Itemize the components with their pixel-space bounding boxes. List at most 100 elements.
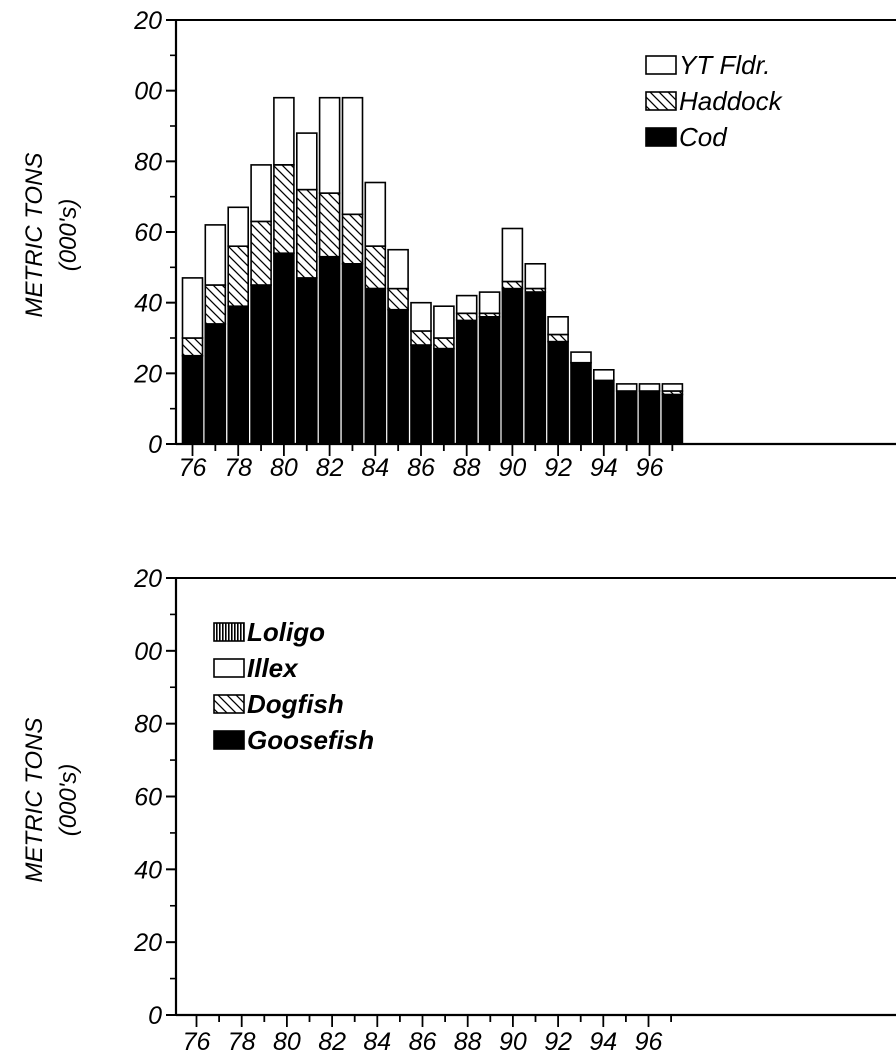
chart-2-y-tick-label: 0 <box>148 1002 162 1030</box>
chart-1-y-tick-label: 20 <box>133 360 162 388</box>
chart-1-bar-cod-81 <box>295 277 318 445</box>
chart-2-x-tick-label: 84 <box>363 1028 391 1056</box>
chart-1-bar-haddock-82 <box>318 192 341 258</box>
chart-1-bar-haddock-92 <box>547 333 569 343</box>
chart-2-y-tick-label: 40 <box>134 856 162 884</box>
chart-1-bar-cod-76 <box>181 354 204 445</box>
chart-1-x-tick-label: 84 <box>361 454 389 482</box>
chart-2-legend-label-dogfish: Dogfish <box>247 689 344 719</box>
chart-1-bar-yt-fldr-77 <box>204 224 227 286</box>
chart-1-bar-haddock-85 <box>387 287 409 311</box>
chart-1-x-tick-label: 76 <box>179 454 207 482</box>
chart-1-bar-yt-fldr-91 <box>524 262 547 290</box>
chart-1-bar-cod-79 <box>250 284 272 445</box>
chart-1-bar-yt-fldr-93 <box>570 351 592 364</box>
chart-1-bar-yt-fldr-88 <box>455 294 478 315</box>
chart-2-ylabel: METRIC TONS (000's) <box>21 718 82 883</box>
chart-1-bar-yt-fldr-90 <box>501 227 524 283</box>
chart-2-x-tick-label: 76 <box>183 1028 211 1056</box>
chart-1-bar-haddock-88 <box>455 312 478 322</box>
chart-2-legend: Loligo Illex Dogfish Goosefish <box>213 617 374 755</box>
chart-2-ylabel-line1: METRIC TONS <box>21 718 48 883</box>
chart-1-bar-haddock-90 <box>501 280 524 290</box>
chart-2-y-tick-label: 20 <box>133 929 162 957</box>
chart-2-y-tick-label: 60 <box>134 784 162 812</box>
chart-1-legend-label-haddock: Haddock <box>679 86 784 116</box>
chart-1-bar-yt-fldr-85 <box>387 248 409 290</box>
chart-1-bar-haddock-83 <box>341 213 364 265</box>
chart-1: METRIC TONS (000's) 0 20 40 60 80 00 20 76 78 80 8… <box>21 7 896 482</box>
chart-1-bar-haddock-79 <box>250 220 272 286</box>
chart-1-bar-yt-fldr-83 <box>341 96 364 216</box>
chart-1-legend-label-cod: Cod <box>679 122 728 152</box>
chart-1-bar-haddock-84 <box>364 245 387 290</box>
chart-1-bar-cod-88 <box>455 319 478 445</box>
chart-1-y-tick-label: 20 <box>133 7 162 35</box>
chart-2-x-tick-label: 86 <box>409 1028 437 1056</box>
chart-1-legend-swatch-cod <box>645 127 677 147</box>
chart-1-bar-cod-94 <box>592 379 615 445</box>
chart-1-ylabel-line1: METRIC TONS <box>21 153 48 318</box>
chart-2-x-tick-label: 88 <box>454 1028 482 1056</box>
chart-1-bar-cod-97 <box>661 393 684 445</box>
chart-1-y-tick-label: 60 <box>134 219 162 247</box>
chart-1-legend-swatch-haddock <box>645 91 677 111</box>
chart-1-bar-cod-93 <box>570 361 592 445</box>
chart-2-x-tick-label: 82 <box>318 1028 346 1056</box>
chart-2-y-tick-label: 00 <box>134 638 162 666</box>
chart-1-bar-haddock-86 <box>410 330 432 346</box>
chart-1-bar-yt-fldr-79 <box>250 164 272 223</box>
chart-1-bar-cod-80 <box>273 252 295 445</box>
chart-1-x-tick-label: 88 <box>453 454 481 482</box>
chart-2-y-tick-label: 20 <box>133 565 162 593</box>
chart-1-bar-yt-fldr-76 <box>181 277 204 339</box>
chart-1-bar-cod-86 <box>410 344 432 445</box>
chart-1-bar-yt-fldr-89 <box>478 291 501 315</box>
chart-1-bar-haddock-76 <box>181 337 204 357</box>
chart-2-axes: 0 20 40 60 80 00 20 76 78 80 82 84 86 88 90 92 94 96 <box>133 565 896 1056</box>
chart-1-x-tick-label: 96 <box>636 454 664 482</box>
chart-1-bar-cod-89 <box>478 315 501 445</box>
chart-1-y-tick-label: 00 <box>134 78 162 106</box>
chart-1-bar-haddock-81 <box>295 188 318 279</box>
chart-1-bar-cod-92 <box>547 340 569 445</box>
chart-2-legend-swatch-dogfish <box>213 694 245 714</box>
chart-1-bar-haddock-80 <box>273 164 295 254</box>
chart-2-legend-swatch-goosefish <box>213 730 245 750</box>
chart-1-bar-cod-95 <box>615 390 638 445</box>
chart-1-bar-cod-84 <box>364 287 387 445</box>
chart-2-x-tick-label: 78 <box>228 1028 256 1056</box>
chart-1-bar-cod-87 <box>433 347 455 445</box>
chart-1-y-tick-label: 80 <box>134 148 162 176</box>
chart-1-bar-yt-fldr-81 <box>295 132 318 191</box>
chart-2-legend-label-illex: Illex <box>247 653 299 683</box>
chart-1-x-tick-label: 94 <box>590 454 618 482</box>
chart-1-axes: 0 20 40 60 80 00 20 76 78 80 82 84 86 88 90 92 94 96 <box>133 7 896 482</box>
chart-2-ylabel-line2: (000's) <box>55 764 82 837</box>
chart-2-legend-swatch-illex <box>213 658 245 678</box>
chart-1-bar-haddock-77 <box>204 284 227 325</box>
chart-1-y-tick-label: 40 <box>134 290 162 318</box>
chart-1-bar-yt-fldr-82 <box>318 96 341 194</box>
chart-1-legend: YT Fldr. Haddock Cod <box>645 50 784 152</box>
chart-2-legend-label-loligo: Loligo <box>247 617 325 647</box>
chart-1-x-tick-label: 86 <box>407 454 435 482</box>
chart-1-bar-cod-91 <box>524 291 547 445</box>
chart-1-bar-cod-78 <box>227 305 249 445</box>
chart-1-x-tick-label: 78 <box>224 454 252 482</box>
chart-1-x-tick-label: 82 <box>316 454 344 482</box>
chart-1-bars <box>181 96 684 445</box>
chart-1-bar-cod-85 <box>387 308 409 445</box>
chart-2-x-tick-label: 96 <box>635 1028 663 1056</box>
chart-1-bar-yt-fldr-84 <box>364 181 387 247</box>
chart-1-bar-yt-fldr-86 <box>410 301 432 332</box>
chart-2-legend-label-goosefish: Goosefish <box>247 725 374 755</box>
chart-2-y-tick-label: 80 <box>134 711 162 739</box>
chart-1-bar-cod-77 <box>204 323 227 445</box>
chart-1-bar-yt-fldr-87 <box>433 305 455 339</box>
chart-1-bar-yt-fldr-96 <box>638 383 661 392</box>
chart-1-bar-cod-96 <box>638 390 661 445</box>
chart-2-x-tick-label: 94 <box>589 1028 617 1056</box>
chart-2: METRIC TONS (000's) 0 20 40 60 80 00 20 76 78 80 8… <box>21 565 896 1056</box>
